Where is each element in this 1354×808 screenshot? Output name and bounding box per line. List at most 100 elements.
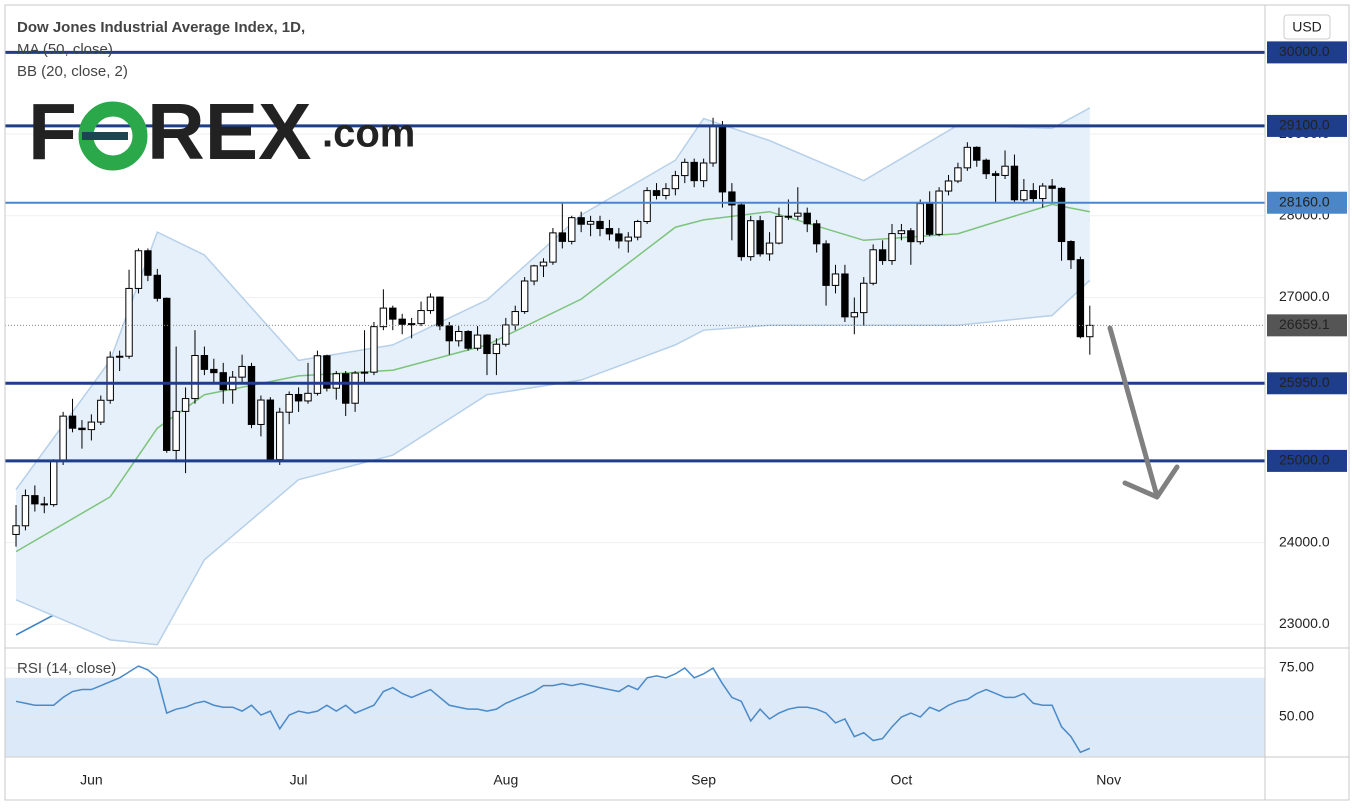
legend-ma: MA (50, close): [17, 41, 113, 58]
candle-body: [747, 220, 755, 258]
x-tick-label: Oct: [891, 772, 913, 788]
band-fill: [16, 107, 1090, 645]
candle-body: [643, 190, 651, 223]
candle-body: [323, 355, 331, 389]
level-label: 29100.0: [1279, 117, 1330, 133]
logo-text: REX: [147, 87, 312, 176]
candle-body: [1010, 165, 1019, 201]
logo-bar: [82, 132, 128, 140]
level-label-box: [1267, 191, 1347, 214]
candle-body: [134, 250, 143, 289]
candle-body: [21, 495, 30, 527]
candle-body: [916, 203, 924, 243]
candle-body: [991, 173, 1000, 176]
currency[interactable]: USD: [1292, 19, 1322, 35]
candle-body: [341, 373, 350, 404]
candle-body: [125, 287, 133, 357]
candle-body: [897, 230, 906, 235]
level-label-box: [1267, 372, 1347, 395]
candle-body: [492, 343, 501, 355]
candle-body: [520, 280, 529, 313]
candle-body: [596, 220, 604, 230]
candle-body: [426, 296, 435, 312]
rsi-line: [15, 665, 1091, 754]
candle-body: [822, 243, 830, 286]
candle-body: [586, 220, 595, 225]
data-layer: [5, 107, 1265, 754]
candle-body: [1020, 190, 1028, 201]
candle-body: [633, 221, 642, 238]
candle-body: [935, 190, 943, 235]
candle-body: [473, 334, 482, 349]
candle-body: [944, 180, 953, 192]
candle-body: [219, 372, 227, 391]
candle-body: [662, 188, 670, 196]
candle-body: [398, 318, 406, 325]
logo: F REX .com: [28, 87, 415, 176]
candle-body: [464, 330, 472, 349]
last-price-box: [1267, 314, 1347, 337]
x-tick-label: Nov: [1096, 772, 1121, 788]
candle-body: [973, 146, 981, 161]
candle-body: [379, 307, 388, 328]
candle-body: [407, 323, 416, 326]
y-tick-label: 24000.0: [1279, 533, 1330, 549]
candle-body: [455, 330, 463, 342]
candle-body: [191, 355, 199, 400]
currency-box[interactable]: [1283, 14, 1331, 40]
level-label-box: [1267, 114, 1347, 137]
candle-body: [389, 307, 397, 320]
candle-body: [1057, 187, 1066, 243]
overlay-layer: Jun Jul Aug Sep Oct Nov 23000.0 24000.0 27000.0 2…: [5, 41, 1347, 788]
y-tick-label: 75.00: [1279, 659, 1314, 675]
y-tick-label: 27000.0: [1279, 288, 1330, 304]
candle-body: [1039, 185, 1047, 200]
candle-body: [690, 161, 698, 182]
candle-body: [49, 460, 58, 506]
candle-body: [436, 296, 444, 327]
candle-body: [351, 372, 359, 404]
candle-body: [1067, 241, 1075, 261]
candle-body: [568, 217, 576, 242]
candle-body: [238, 365, 246, 378]
rsi-title: RSI (14, close): [17, 660, 116, 677]
frame: [4, 4, 1350, 801]
candle-body: [775, 215, 783, 244]
candle-body: [624, 236, 632, 242]
candle-body: [1001, 165, 1009, 176]
level-label: 25950.0: [1279, 374, 1330, 390]
candle-body: [31, 495, 39, 505]
candle-body: [850, 312, 859, 318]
candle-body: [963, 146, 972, 169]
x-tick-label: Jun: [80, 772, 103, 788]
candle-body: [1029, 190, 1037, 200]
candle-body: [888, 233, 896, 262]
candle-body: [784, 215, 793, 218]
candle-body: [68, 415, 77, 429]
candle-body: [87, 421, 96, 431]
arrow-shaft: [1107, 325, 1160, 499]
level-label: 30000.0: [1279, 43, 1330, 59]
candle-body: [360, 371, 369, 374]
level-label-box: [1267, 41, 1347, 64]
candle-body: [294, 393, 303, 402]
candle-body: [483, 334, 491, 355]
candle-body: [144, 250, 152, 276]
candle-body: [765, 242, 774, 255]
candle-body: [728, 191, 736, 206]
candle-body: [313, 355, 322, 394]
candle-body: [671, 175, 680, 190]
level-label: 25000.0: [1279, 452, 1330, 468]
candle-body: [1076, 259, 1085, 338]
candle-body: [285, 393, 293, 413]
candle-body: [247, 365, 256, 425]
candle-body: [860, 282, 868, 314]
candle-body: [869, 249, 877, 284]
candle-body: [907, 230, 915, 243]
candle-body: [78, 427, 86, 431]
level-label-box: [1267, 449, 1347, 472]
candle-body: [615, 233, 623, 242]
x-tick-label: Jul: [290, 772, 308, 788]
